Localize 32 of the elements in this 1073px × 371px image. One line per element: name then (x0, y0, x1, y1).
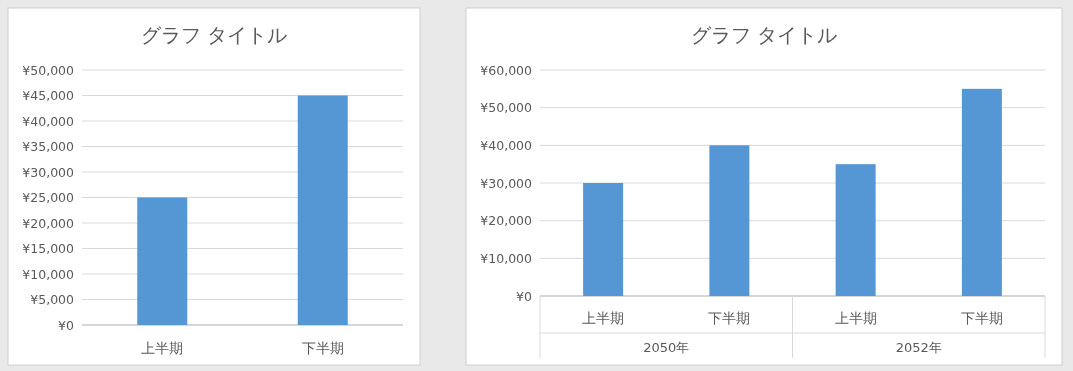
y-tick-label: ¥20,000 (22, 215, 75, 231)
x-tick-label: 下半期 (960, 310, 1003, 326)
y-tick-label: ¥50,000 (480, 100, 533, 116)
bar (709, 145, 750, 296)
y-tick-label: ¥45,000 (22, 88, 75, 103)
y-tick-label: ¥10,000 (22, 266, 75, 282)
x-tick-label: 下半期 (708, 310, 751, 326)
y-tick-label: ¥20,000 (480, 213, 533, 229)
x-tick-label: 上半期 (834, 310, 877, 326)
x-tick-label: 上半期 (582, 310, 625, 326)
bar (583, 183, 624, 296)
chart-title: グラフ タイトル (690, 23, 838, 47)
y-tick-label: ¥35,000 (22, 139, 75, 154)
text: 2052年 (895, 340, 942, 355)
y-tick-label: ¥5,000 (30, 292, 75, 307)
x-tick-label: 上半期 (141, 340, 184, 356)
y-tick-label: ¥25,000 (22, 190, 75, 205)
y-tick-label: ¥0 (58, 317, 75, 333)
chart-title: グラフ タイトル (140, 23, 288, 47)
y-tick-label: ¥10,000 (480, 250, 533, 266)
y-tick-label: ¥15,000 (22, 241, 75, 256)
x-tick-label: 下半期 (301, 340, 344, 356)
bar (961, 88, 1002, 296)
y-tick-label: ¥40,000 (480, 137, 533, 153)
y-tick-label: ¥50,000 (22, 62, 75, 78)
bar (835, 164, 876, 296)
text: 2050年 (643, 340, 690, 355)
y-tick-label: ¥40,000 (22, 113, 75, 129)
y-tick-label: ¥0 (516, 288, 533, 304)
y-tick-label: ¥30,000 (22, 164, 75, 180)
y-tick-label: ¥60,000 (480, 62, 533, 78)
y-tick-label: ¥30,000 (480, 175, 533, 191)
